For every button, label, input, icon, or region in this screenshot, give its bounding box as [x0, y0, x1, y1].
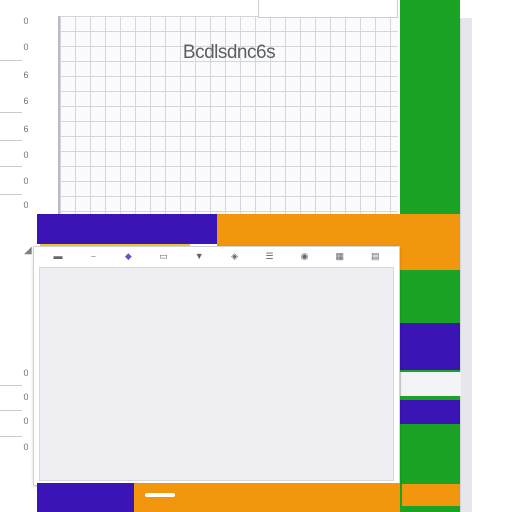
resize-handle-icon[interactable]: ◢ [24, 245, 32, 256]
chart-grid: Bcdlsdnc6s [58, 16, 398, 214]
axis-tick: 0 [23, 200, 28, 210]
axis-rule [0, 60, 22, 61]
drawing-canvas[interactable] [39, 267, 394, 481]
fill-tool-icon[interactable]: ◈ [231, 251, 239, 261]
axis-rule [0, 166, 22, 167]
layer-tool-icon[interactable]: ☰ [265, 251, 274, 261]
axis-rule [0, 385, 22, 386]
axis-tick: 6 [23, 70, 28, 80]
scrollbar-track[interactable] [460, 18, 472, 512]
side-chip-purple[interactable] [400, 323, 460, 370]
bottom-chip[interactable] [402, 484, 460, 506]
pencil-tool-icon[interactable]: ▬ [53, 251, 63, 261]
axis-rule [0, 112, 22, 113]
axis-tick: 0 [23, 368, 28, 378]
axis-tick: 6 [23, 124, 28, 134]
text-tool-icon[interactable]: ▼ [194, 251, 204, 261]
side-chip-white[interactable] [400, 372, 461, 396]
axis-tick: 0 [23, 442, 28, 452]
bottom-bar-purple [37, 483, 134, 512]
top-tab[interactable] [258, 0, 398, 18]
side-chip-green[interactable] [400, 456, 460, 476]
axis-tick: 0 [23, 392, 28, 402]
brush-tool-icon[interactable]: ◆ [124, 251, 132, 261]
axis-tick: 0 [23, 16, 28, 26]
side-chip-purple-2[interactable] [400, 400, 460, 424]
axis-tick: 0 [23, 150, 28, 160]
chart-title: Bcdlsdnc6s [182, 42, 276, 63]
bottom-bar-orange [134, 483, 400, 512]
bottom-slider-thumb[interactable] [145, 493, 175, 497]
axis-tick: 0 [23, 176, 28, 186]
editor-window: ▬ ⎯ ◆ ▭ ▼ ◈ ☰ ◉ ▦ ▤ [33, 246, 400, 486]
grid-tool-icon[interactable]: ▦ [335, 251, 344, 261]
export-tool-icon[interactable]: ▤ [370, 251, 380, 261]
axis-tick: 0 [23, 42, 28, 52]
axis-rule [0, 436, 22, 437]
axis-rule [0, 194, 22, 195]
axis-tick: 6 [23, 96, 28, 106]
zoom-tool-icon[interactable]: ◉ [300, 251, 309, 261]
axis-rule [0, 410, 22, 411]
banner-purple [37, 214, 217, 244]
y-axis: 0 0 6 6 6 0 0 0 0 0 0 0 [0, 0, 30, 512]
toolbar: ▬ ⎯ ◆ ▭ ▼ ◈ ☰ ◉ ▦ ▤ [34, 247, 399, 265]
line-tool-icon[interactable]: ⎯ [91, 251, 96, 261]
axis-rule [0, 140, 22, 141]
rect-tool-icon[interactable]: ▭ [159, 251, 168, 261]
axis-tick: 0 [23, 416, 28, 426]
